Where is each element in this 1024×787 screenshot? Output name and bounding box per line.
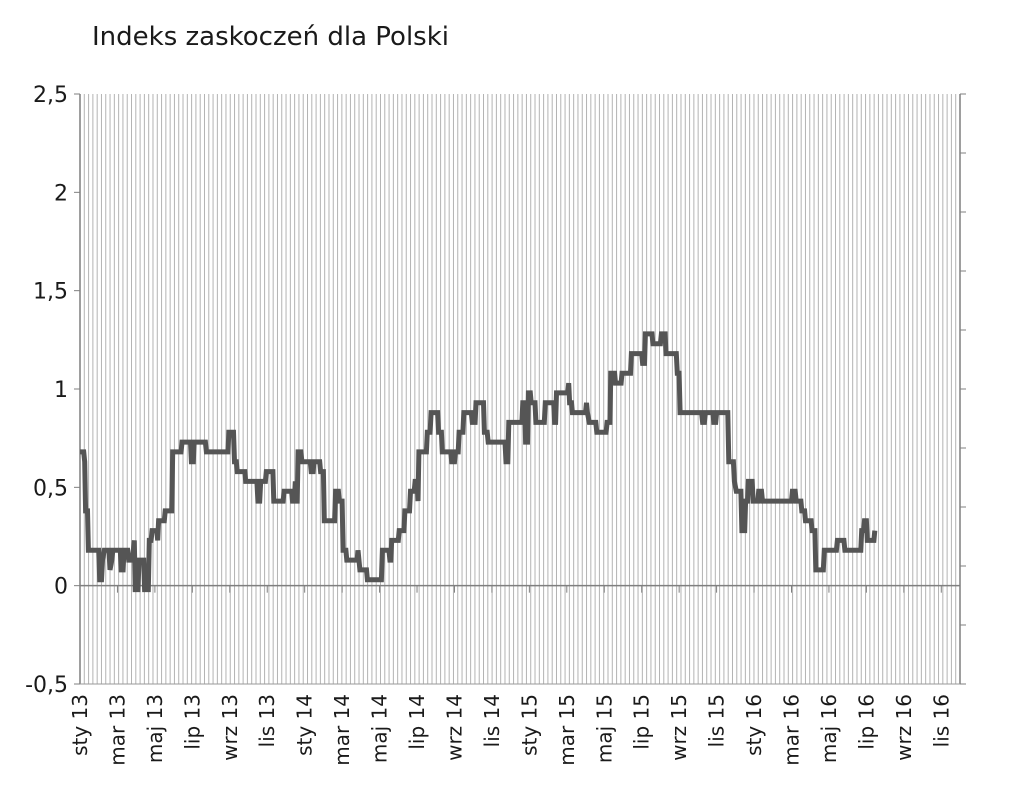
x-tick-label: maj 13 — [143, 694, 167, 763]
x-tick-label: maj 15 — [592, 694, 616, 763]
x-tick-label: wrz 13 — [218, 694, 242, 761]
x-tick-label: lip 15 — [630, 694, 654, 750]
x-tick-label: lip 13 — [180, 694, 204, 750]
x-tick-label: mar 16 — [779, 694, 803, 766]
chart-title: Indeks zaskoczeń dla Polski — [92, 22, 449, 52]
grid-lines — [79, 94, 961, 684]
x-tick-label: lis 15 — [705, 694, 729, 747]
y-tick-label: 2 — [54, 181, 68, 206]
x-tick-label: lip 14 — [405, 694, 429, 750]
series-group — [80, 331, 878, 593]
y-axis-ticks: -0,5 0 0,5 1 1,5 2 2,5 — [25, 83, 80, 698]
x-tick-label: lis 14 — [480, 694, 504, 747]
x-tick-label: wrz 16 — [892, 694, 916, 761]
x-tick-label: lis 16 — [929, 694, 953, 747]
x-tick-label: sty 16 — [742, 694, 766, 756]
x-tick-label: lip 16 — [854, 694, 878, 750]
x-tick-label: mar 14 — [330, 694, 354, 766]
x-tick-label: maj 14 — [368, 694, 392, 763]
y-tick-label: 1 — [54, 378, 68, 403]
x-tick-label: wrz 15 — [667, 694, 691, 761]
y-tick-label: 2,5 — [33, 83, 68, 108]
y-tick-label: 0 — [54, 575, 68, 600]
series-line — [80, 331, 878, 593]
x-tick-label: sty 14 — [293, 694, 317, 756]
x-tick-label: sty 13 — [68, 694, 92, 756]
x-axis-ticks: sty 13 mar 13 maj 13 lip 13 wrz 13 lis 13 sty … — [68, 585, 953, 766]
y-tick-label: 1,5 — [33, 280, 68, 305]
x-tick-label: wrz 14 — [442, 694, 466, 761]
x-tick-label: sty 15 — [517, 694, 541, 756]
x-tick-label: mar 15 — [555, 694, 579, 766]
y-tick-label: -0,5 — [25, 673, 68, 698]
x-tick-label: maj 16 — [817, 694, 841, 763]
x-tick-label: mar 13 — [105, 694, 129, 766]
x-tick-label: lis 13 — [255, 694, 279, 747]
y-tick-label: 0,5 — [33, 476, 68, 501]
